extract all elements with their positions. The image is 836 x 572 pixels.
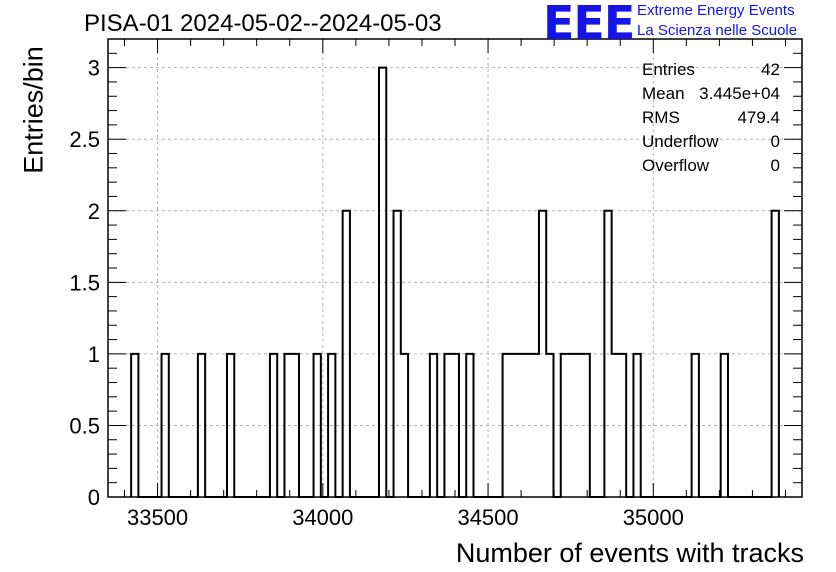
- stats-row-entries: Entries 42: [642, 58, 780, 82]
- x-tick-label: 35000: [623, 505, 684, 530]
- stats-value: 0: [770, 156, 780, 175]
- histogram-bin: [198, 354, 205, 497]
- stats-key: Entries: [642, 60, 695, 79]
- y-axis-label: Entries/bin: [18, 46, 49, 174]
- histogram-bin: [692, 354, 699, 497]
- stats-value: 0: [770, 132, 780, 151]
- histogram-bin: [633, 354, 640, 497]
- stats-key: RMS: [642, 108, 680, 127]
- histogram-bin: [379, 68, 386, 497]
- histogram-bin: [466, 354, 473, 497]
- histogram-bin: [131, 354, 138, 497]
- stats-row-overflow: Overflow 0: [642, 154, 780, 178]
- histogram-bin: [343, 211, 350, 497]
- logo-line-2: La Scienza nelle Scuole: [637, 22, 798, 39]
- histogram-bin: [444, 354, 459, 497]
- histogram-bin: [503, 354, 539, 497]
- stats-value: 42: [761, 60, 780, 79]
- stats-row-mean: Mean 3.445e+04: [642, 82, 780, 106]
- histogram-bin: [546, 354, 553, 497]
- grid-lines: [108, 39, 802, 497]
- stats-row-rms: RMS 479.4: [642, 106, 780, 130]
- tick-labels: 33500 34000 34500 35000 0 0.5 1 1.5 2 2.5 3: [69, 56, 683, 530]
- histogram-bin: [227, 354, 234, 497]
- y-tick-label: 3: [88, 56, 100, 81]
- chart-title: PISA-01 2024-05-02--2024-05-03: [84, 10, 442, 37]
- axis-ticks: [108, 38, 802, 498]
- x-axis-label: Number of events with tracks: [455, 538, 804, 568]
- y-tick-label: 0.5: [69, 413, 100, 438]
- histogram-bin: [162, 354, 169, 497]
- stats-key: Mean: [642, 84, 685, 103]
- histogram-bin: [394, 211, 401, 497]
- y-tick-label: 0: [88, 485, 100, 510]
- x-tick-label: 34000: [292, 505, 353, 530]
- logo-line-1: Extreme Energy Events: [637, 2, 795, 19]
- y-tick-label: 1.5: [69, 270, 100, 295]
- histogram-bin: [430, 354, 437, 497]
- histogram-bin: [721, 354, 728, 497]
- stats-row-underflow: Underflow 0: [642, 130, 780, 154]
- y-tick-label: 1: [88, 342, 100, 367]
- histogram-bin: [401, 354, 408, 497]
- stats-value: 3.445e+04: [699, 84, 780, 103]
- eee-logo-mark: EEE: [543, 0, 635, 50]
- x-tick-label: 34500: [457, 505, 518, 530]
- histogram-bin: [270, 354, 277, 497]
- histogram-bin: [604, 211, 611, 497]
- y-tick-label: 2: [88, 199, 100, 224]
- histogram-bin: [772, 211, 779, 497]
- stats-box: Entries 42 Mean 3.445e+04 RMS 479.4 Unde…: [642, 58, 780, 178]
- x-tick-label: 33500: [127, 505, 188, 530]
- stats-key: Underflow: [642, 132, 719, 151]
- histogram-bin: [612, 354, 627, 497]
- histogram-bin: [539, 211, 546, 497]
- histogram-bin: [284, 354, 299, 497]
- histogram-bin: [561, 354, 590, 497]
- histogram-bin: [314, 354, 321, 497]
- histogram-bin: [328, 354, 335, 497]
- stats-value: 479.4: [737, 108, 780, 127]
- stats-key: Overflow: [642, 156, 710, 175]
- y-tick-label: 2.5: [69, 127, 100, 152]
